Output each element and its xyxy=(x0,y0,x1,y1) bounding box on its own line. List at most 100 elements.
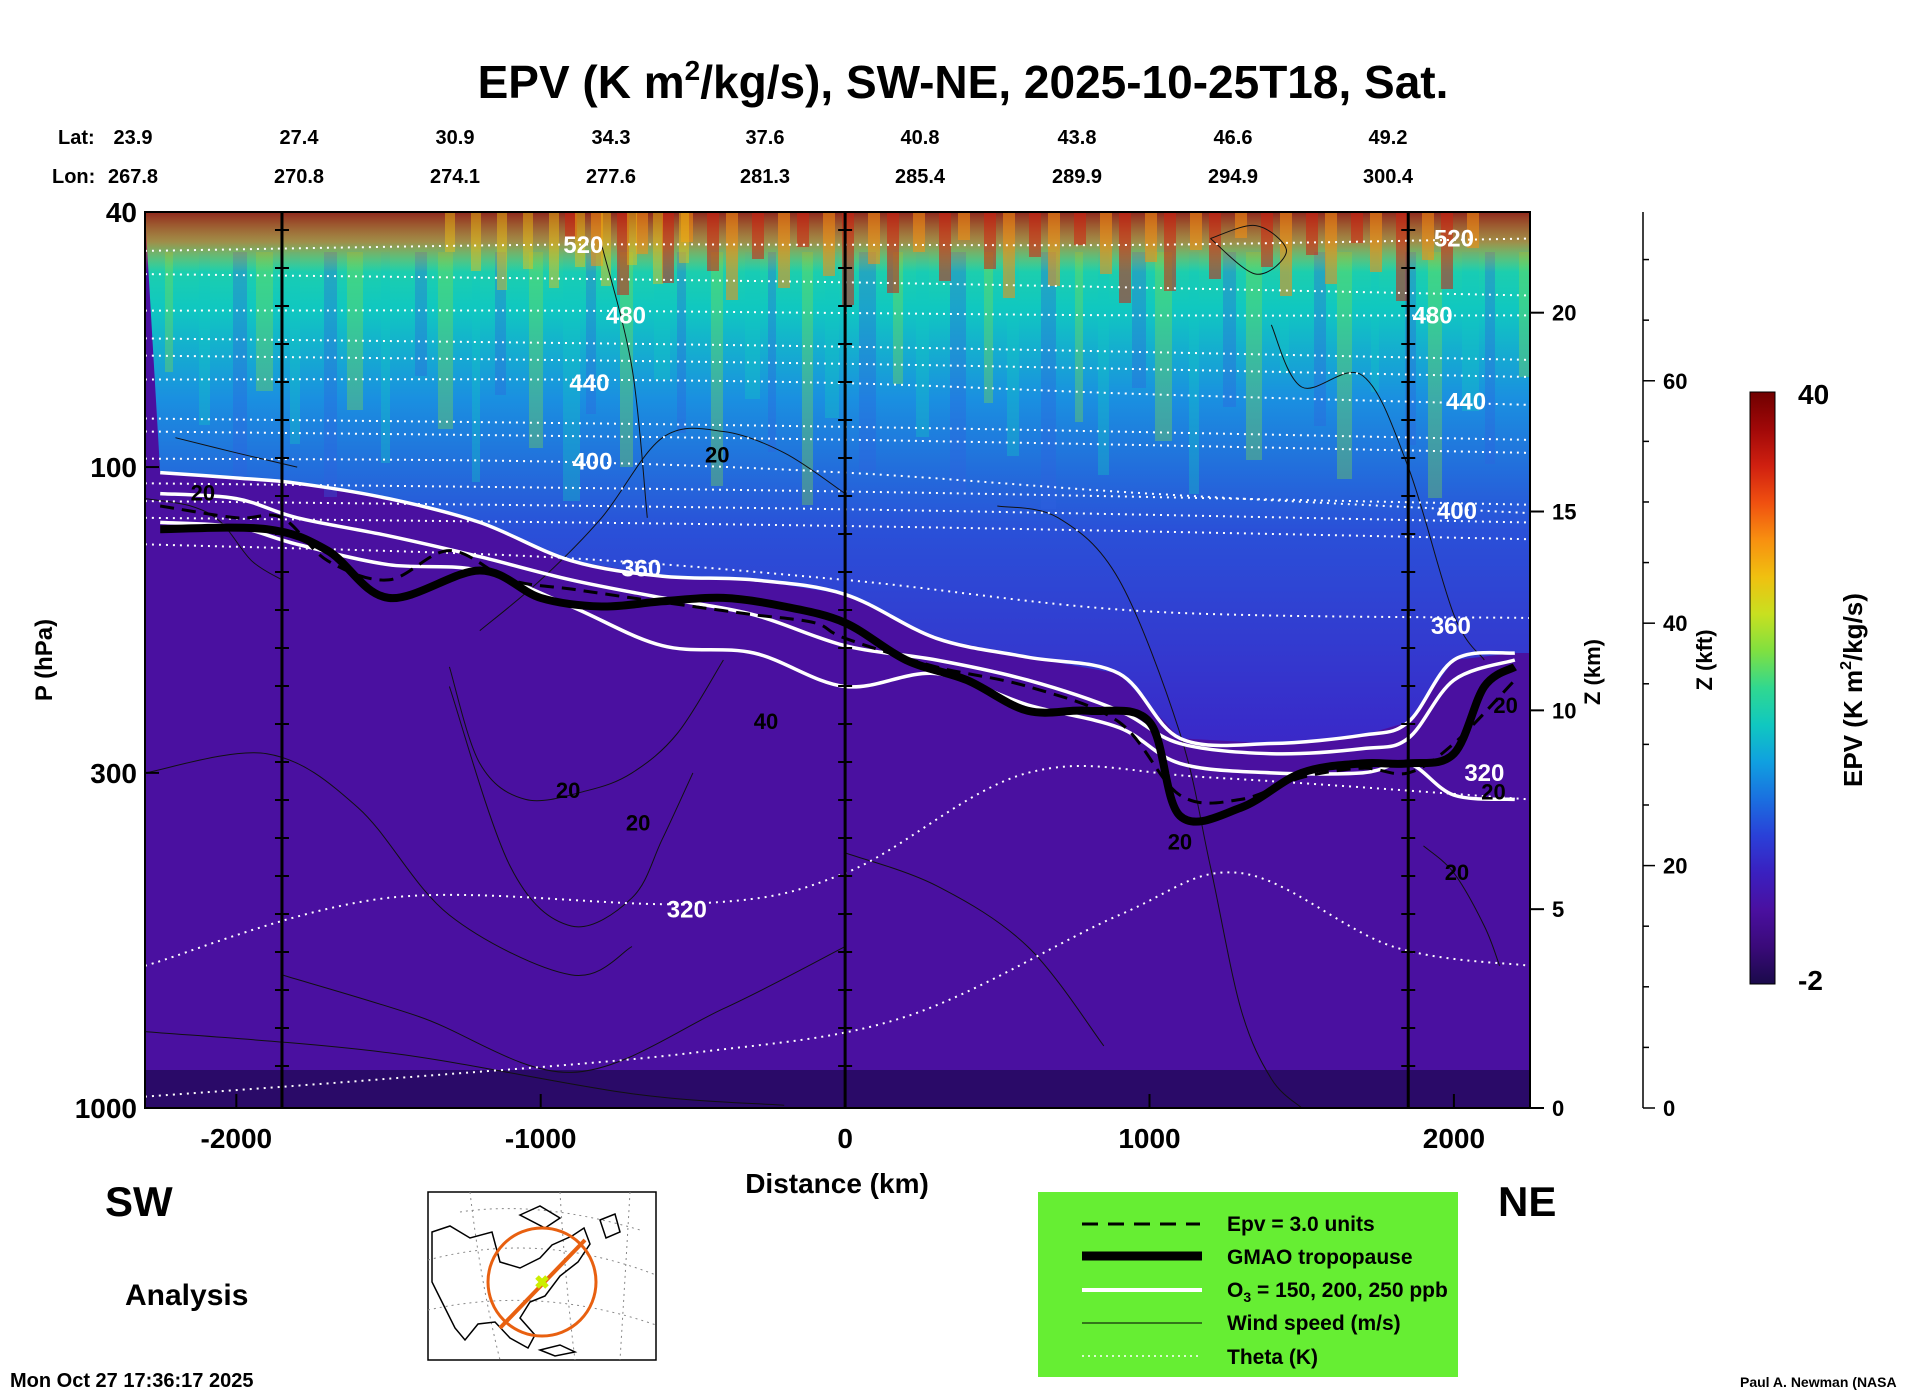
lon-row: Lon: 267.8 270.8 274.1 277.6 281.3 285.4 289.9… xyxy=(52,166,1414,188)
sw-label: SW xyxy=(105,1178,173,1225)
x-tick-label: 0 xyxy=(837,1123,853,1154)
theta-label: 400 xyxy=(572,448,612,475)
x-tick-label: -2000 xyxy=(201,1123,273,1154)
legend-ozone-label: O3 = 150, 200, 250 ppb xyxy=(1227,1279,1448,1305)
wind-contour xyxy=(997,505,1303,1108)
z-tick-label: 20 xyxy=(1552,301,1576,326)
wind-contour xyxy=(601,244,648,518)
vertical-marker-lines xyxy=(274,212,1416,1108)
z-kft-axis: 0 20 40 60 xyxy=(1642,212,1687,1121)
lon-value: 277.6 xyxy=(586,166,636,188)
ozone-line-250 xyxy=(160,520,1515,802)
y-tick-label: 100 xyxy=(90,452,137,483)
y-tick-label: 40 xyxy=(106,197,137,228)
lon-value: 289.9 xyxy=(1052,166,1102,188)
theta-label: 480 xyxy=(606,302,646,329)
y-tick-label: 300 xyxy=(90,758,137,789)
lon-value: 274.1 xyxy=(430,166,480,188)
lon-value: 285.4 xyxy=(895,166,946,188)
lat-value: 27.4 xyxy=(280,127,320,149)
theta-label: 320 xyxy=(667,896,707,923)
epv-field xyxy=(145,212,1530,1108)
ne-label: NE xyxy=(1498,1178,1556,1225)
gmao-tropopause-line xyxy=(160,523,1517,826)
credit: Paul A. Newman (NASA xyxy=(1740,1374,1897,1390)
z-tick-label: 5 xyxy=(1552,897,1564,922)
x-tick-label: 1000 xyxy=(1118,1123,1180,1154)
wind-contour xyxy=(1210,224,1288,275)
wind-contour xyxy=(448,659,724,802)
theta-label: 440 xyxy=(569,370,609,397)
epv-3-contour xyxy=(159,504,1516,805)
colorbar: 40 -2 EPV (K m2/kg/s) xyxy=(1749,379,1868,996)
wind-contour xyxy=(1270,324,1485,661)
colorbar-min-label: -2 xyxy=(1798,965,1823,996)
lat-value: 34.3 xyxy=(592,127,631,149)
wind-contour xyxy=(281,946,846,1073)
lon-value: 270.8 xyxy=(274,166,324,188)
wind-speed-contours xyxy=(145,224,1501,1108)
legend-wind-label: Wind speed (m/s) xyxy=(1227,1312,1401,1335)
lon-label: Lon: xyxy=(52,166,95,188)
theta-label: 520 xyxy=(1434,226,1474,253)
kft-tick-label: 60 xyxy=(1663,369,1687,394)
y-axis-label: P (hPa) xyxy=(31,619,58,701)
wind-label: 20 xyxy=(705,443,729,468)
lon-value: 267.8 xyxy=(108,166,158,188)
x-tick-label: -1000 xyxy=(505,1123,577,1154)
lat-value: 40.8 xyxy=(901,127,940,149)
theta-label: 400 xyxy=(1437,498,1477,525)
lon-value: 294.9 xyxy=(1208,166,1258,188)
lon-value: 300.4 xyxy=(1363,166,1414,188)
x-axis-label: Distance (km) xyxy=(745,1168,929,1199)
lat-value: 30.9 xyxy=(436,127,475,149)
wind-label: 20 xyxy=(1493,693,1517,718)
theta-label: 520 xyxy=(563,232,603,259)
theta-label: 360 xyxy=(621,556,661,583)
wind-contour xyxy=(844,852,1105,1047)
distance-axis: -2000 -1000 0 1000 2000 xyxy=(201,1094,1485,1154)
colorbar-title: EPV (K m2/kg/s) xyxy=(1838,593,1868,787)
kft-tick-label: 20 xyxy=(1663,854,1687,879)
kft-tick-label: 0 xyxy=(1663,1096,1675,1121)
legend-theta-label: Theta (K) xyxy=(1227,1346,1318,1369)
wind-contour xyxy=(479,427,846,632)
colorbar-max-label: 40 xyxy=(1798,379,1829,410)
center-marker-icon xyxy=(535,1275,549,1289)
z-tick-label: 0 xyxy=(1552,1096,1564,1121)
wind-label: 20 xyxy=(626,811,650,836)
wind-contour xyxy=(175,437,298,468)
wind-label: 20 xyxy=(1445,860,1469,885)
plot-frame xyxy=(144,211,1531,1109)
range-circle xyxy=(486,1226,598,1338)
analysis-label: Analysis xyxy=(125,1279,248,1312)
wind-label: 20 xyxy=(191,481,215,506)
lat-value: 23.9 xyxy=(114,127,153,149)
legend-tropopause-label: GMAO tropopause xyxy=(1227,1246,1413,1269)
theta-label: 320 xyxy=(1464,760,1504,787)
theta-line xyxy=(145,871,1530,1098)
wind-label: 20 xyxy=(1481,780,1505,805)
lat-value: 46.6 xyxy=(1214,127,1253,149)
ozone-line-150 xyxy=(160,470,1515,748)
theta-label: 440 xyxy=(1446,388,1486,415)
lat-value: 37.6 xyxy=(746,127,785,149)
ozone-line-200 xyxy=(160,491,1516,756)
lat-row: Lat: 23.9 27.4 30.9 34.3 37.6 40.8 43.8 46.6 49.… xyxy=(58,127,1407,149)
kft-tick-label: 40 xyxy=(1663,611,1687,636)
lat-value: 49.2 xyxy=(1369,127,1408,149)
wind-contour xyxy=(1423,845,1501,966)
theta-label: 480 xyxy=(1413,302,1453,329)
lat-value: 43.8 xyxy=(1058,127,1097,149)
wind-label: 40 xyxy=(754,709,778,734)
ozone-contours xyxy=(160,470,1516,802)
wind-contour xyxy=(145,752,633,976)
timestamp: Mon Oct 27 17:36:17 2025 xyxy=(10,1370,253,1392)
lat-label: Lat: xyxy=(58,127,95,149)
lon-value: 281.3 xyxy=(740,166,790,188)
legend: Epv = 3.0 units GMAO tropopause O3 = 150… xyxy=(1038,1192,1458,1377)
z-km-axis-label: Z (km) xyxy=(1580,639,1605,705)
stratosphere-field xyxy=(145,212,1530,744)
